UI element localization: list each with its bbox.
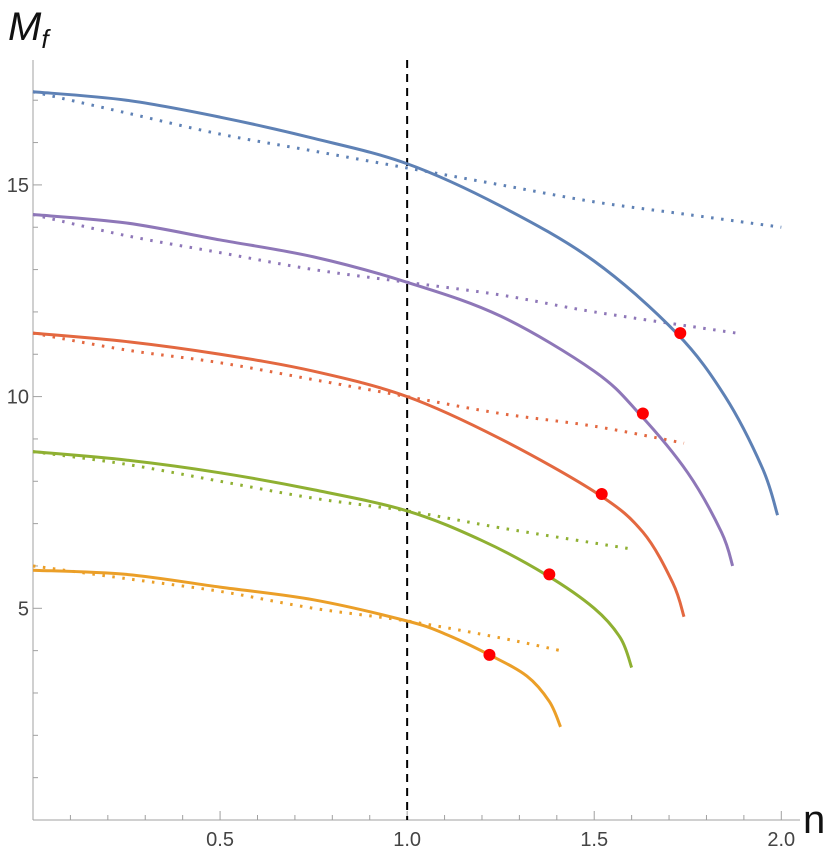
y-tick-label: 15	[7, 175, 29, 197]
y-tick-label: 5	[18, 598, 29, 620]
y-tick-label: 10	[7, 387, 29, 409]
series-purple-dotted-line	[32, 213, 737, 335]
series-orange-dotted-line	[32, 564, 561, 653]
y-axis-title-subscript: f	[41, 24, 51, 54]
y-axis-title: Mf	[8, 5, 51, 54]
markers-group	[483, 327, 687, 661]
series-purple-solid-line	[32, 213, 735, 567]
series-green-marker	[543, 568, 556, 581]
axes: 0.5 1.0 1.5 2.0 5 10 15	[7, 60, 800, 851]
series-green-dotted-line	[32, 450, 632, 551]
series-red-dotted-line	[32, 331, 685, 445]
series-red-marker	[595, 487, 608, 500]
labels-group: Mf n	[8, 5, 825, 842]
dotted-series-group	[32, 90, 782, 653]
x-axis-title: n	[803, 798, 825, 842]
series-red-solid-line	[32, 331, 686, 618]
x-tick-label: 0.5	[206, 829, 234, 851]
y-axis-title-main: M	[8, 5, 42, 49]
x-tick-label: 1.0	[393, 829, 421, 851]
solid-series-group	[32, 90, 779, 728]
series-orange-marker	[483, 648, 496, 661]
series-blue-solid-line	[32, 90, 779, 516]
x-tick-label: 2.0	[767, 829, 795, 851]
series-orange-solid-line	[32, 568, 562, 728]
x-tick-label: 1.5	[580, 829, 608, 851]
series-blue-dotted-line	[32, 90, 782, 229]
series-blue-marker	[674, 327, 687, 340]
series-green-solid-line	[32, 450, 634, 669]
series-purple-marker	[636, 407, 649, 420]
